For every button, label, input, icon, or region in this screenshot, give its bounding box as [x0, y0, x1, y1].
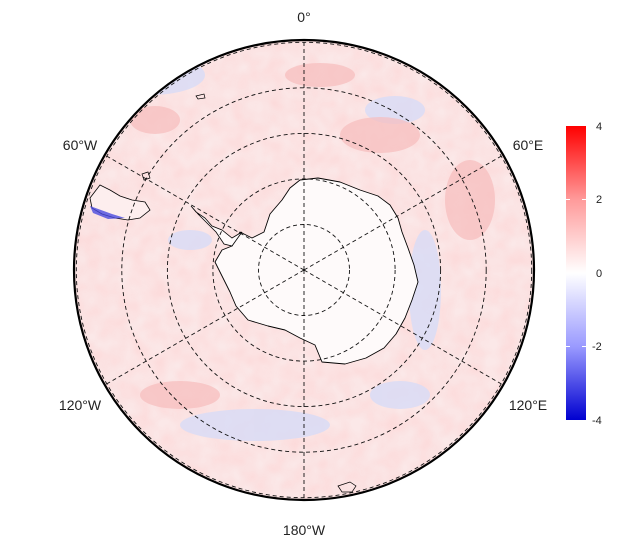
map-boundary [72, 38, 536, 502]
antarctica-continent [214, 177, 419, 365]
parallel-circle [258, 224, 350, 316]
colorbar-tick-neg2: -2 [592, 341, 602, 353]
colorbar-tick-4: 4 [596, 121, 602, 133]
parallel-circle [121, 87, 487, 453]
meridian-line [104, 154, 305, 271]
antarctic-peninsula [190, 205, 243, 247]
label-120w: 120°W [59, 397, 102, 413]
colorbar-tick-0: 0 [596, 268, 602, 280]
colorbar-tick-neg4: -4 [592, 415, 602, 427]
colorbar-tick-2: 2 [596, 194, 602, 206]
meridian-line [104, 269, 305, 386]
graticule [75, 40, 533, 500]
label-60w: 60°W [63, 137, 98, 153]
colorbar: 4 2 0 -2 -4 [566, 121, 602, 427]
parallel-circle [75, 41, 533, 499]
label-60e: 60°E [513, 137, 544, 153]
label-0: 0° [297, 9, 310, 25]
label-180w: 180°W [283, 522, 326, 538]
label-120e: 120°E [509, 397, 547, 413]
meridian-line [303, 269, 504, 386]
parallel-circle [166, 132, 442, 408]
meridian-line [303, 154, 504, 271]
parallel-circle [212, 178, 396, 362]
